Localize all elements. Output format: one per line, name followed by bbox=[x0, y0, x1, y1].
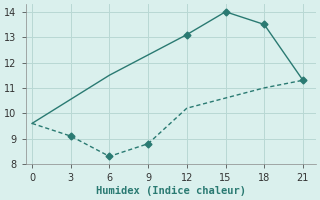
X-axis label: Humidex (Indice chaleur): Humidex (Indice chaleur) bbox=[96, 186, 246, 196]
